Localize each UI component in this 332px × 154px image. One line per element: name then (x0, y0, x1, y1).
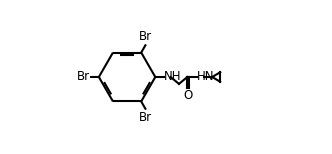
Text: Br: Br (77, 71, 90, 83)
Text: Br: Br (139, 30, 152, 43)
Text: NH: NH (164, 71, 181, 83)
Text: Br: Br (139, 111, 152, 124)
Text: HN: HN (197, 71, 214, 83)
Text: O: O (184, 89, 193, 102)
